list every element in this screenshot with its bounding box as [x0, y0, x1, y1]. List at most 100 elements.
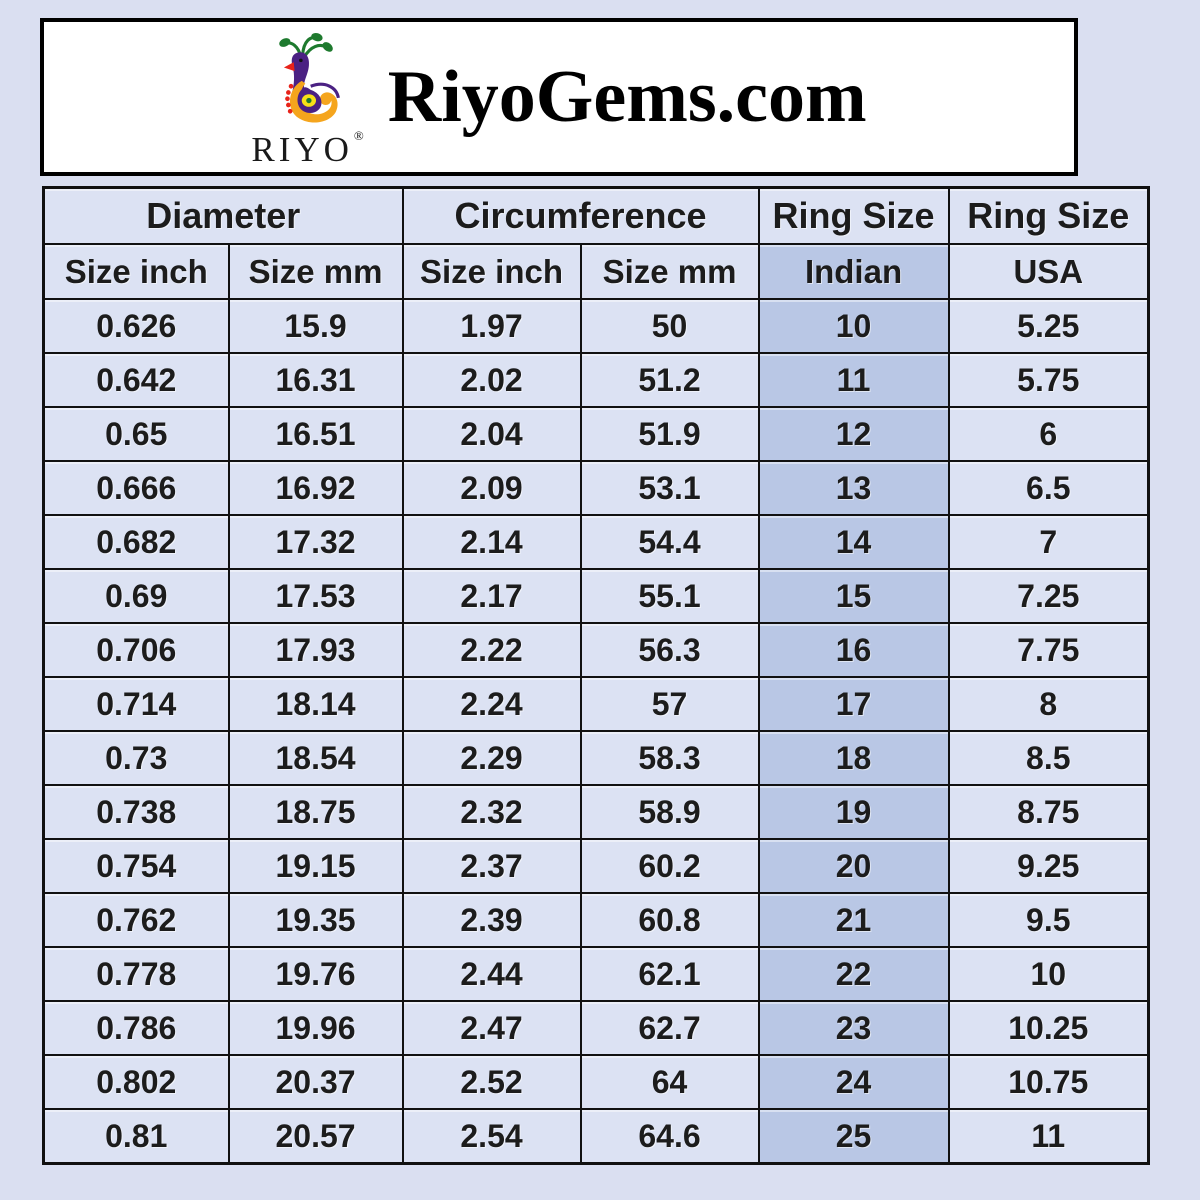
- logo-wordmark: RIYO ®: [251, 129, 363, 169]
- table-cell: 0.706: [42, 622, 230, 678]
- table-cell: 21: [757, 892, 950, 948]
- table-cell: 5.25: [947, 298, 1150, 354]
- site-title: RiyoGems.com: [387, 55, 867, 138]
- sub-header-row: Size inch Size mm Size inch Size mm Indi…: [42, 243, 1150, 300]
- table-cell: 10.75: [947, 1054, 1150, 1110]
- table-row: 0.786 19.96 2.47 62.7 23 10.25: [42, 1000, 1150, 1056]
- table-cell: 2.17: [401, 568, 582, 624]
- sub-header-circumference-inch: Size inch: [401, 243, 582, 300]
- table-row: 0.706 17.93 2.22 56.3 16 7.75: [42, 622, 1150, 678]
- table-cell: 0.642: [42, 352, 230, 408]
- table-cell: 54.4: [579, 514, 760, 570]
- table-row: 0.81 20.57 2.54 64.6 25 11: [42, 1108, 1150, 1165]
- table-cell: 7.75: [947, 622, 1150, 678]
- group-header-row: Diameter Circumference Ring Size Ring Si…: [42, 186, 1150, 245]
- table-body: 0.626 15.9 1.97 50 10 5.25 0.642 16.31 2.02 51.2 1…: [42, 298, 1150, 1165]
- table-cell: 19.76: [227, 946, 404, 1002]
- group-header-ring-size-indian: Ring Size: [757, 186, 950, 245]
- sub-header-diameter-inch: Size inch: [42, 243, 230, 300]
- table-cell: 9.5: [947, 892, 1150, 948]
- group-header-diameter: Diameter: [42, 186, 404, 245]
- brand-logo: RIYO ®: [251, 30, 364, 169]
- table-row: 0.666 16.92 2.09 53.1 13 6.5: [42, 460, 1150, 516]
- table-cell: 0.682: [42, 514, 230, 570]
- table-cell: 19.96: [227, 1000, 404, 1056]
- table-row: 0.778 19.76 2.44 62.1 22 10: [42, 946, 1150, 1002]
- table-cell: 0.754: [42, 838, 230, 894]
- table-cell: 8: [947, 676, 1150, 732]
- table-cell: 6.5: [947, 460, 1150, 516]
- group-header-circumference: Circumference: [401, 186, 760, 245]
- table-cell: 53.1: [579, 460, 760, 516]
- table-cell: 64.6: [579, 1108, 760, 1165]
- table-cell: 24: [757, 1054, 950, 1110]
- table-cell: 0.626: [42, 298, 230, 354]
- sub-header-usa: USA: [947, 243, 1150, 300]
- table-cell: 15.9: [227, 298, 404, 354]
- table-cell: 5.75: [947, 352, 1150, 408]
- table-cell: 2.37: [401, 838, 582, 894]
- table-cell: 10.25: [947, 1000, 1150, 1056]
- table-cell: 2.39: [401, 892, 582, 948]
- sub-header-indian: Indian: [757, 243, 950, 300]
- table-cell: 0.778: [42, 946, 230, 1002]
- table-cell: 17: [757, 676, 950, 732]
- logo-wordmark-text: RIYO: [251, 129, 353, 169]
- table-cell: 19: [757, 784, 950, 840]
- table-cell: 2.24: [401, 676, 582, 732]
- table-cell: 25: [757, 1108, 950, 1165]
- table-cell: 0.762: [42, 892, 230, 948]
- table-cell: 23: [757, 1000, 950, 1056]
- table-cell: 16: [757, 622, 950, 678]
- table-cell: 18.14: [227, 676, 404, 732]
- table-cell: 2.04: [401, 406, 582, 462]
- table-row: 0.682 17.32 2.14 54.4 14 7: [42, 514, 1150, 570]
- table-cell: 18.54: [227, 730, 404, 786]
- table-cell: 0.65: [42, 406, 230, 462]
- table-cell: 2.09: [401, 460, 582, 516]
- table-cell: 1.97: [401, 298, 582, 354]
- table-cell: 2.22: [401, 622, 582, 678]
- table-cell: 60.8: [579, 892, 760, 948]
- table-cell: 19.15: [227, 838, 404, 894]
- table-cell: 2.29: [401, 730, 582, 786]
- table-cell: 50: [579, 298, 760, 354]
- table-cell: 0.81: [42, 1108, 230, 1165]
- table-cell: 0.714: [42, 676, 230, 732]
- table-cell: 20.37: [227, 1054, 404, 1110]
- table-cell: 2.47: [401, 1000, 582, 1056]
- table-row: 0.65 16.51 2.04 51.9 12 6: [42, 406, 1150, 462]
- table-cell: 20.57: [227, 1108, 404, 1165]
- table-cell: 55.1: [579, 568, 760, 624]
- table-row: 0.73 18.54 2.29 58.3 18 8.5: [42, 730, 1150, 786]
- table-cell: 8.75: [947, 784, 1150, 840]
- table-cell: 10: [757, 298, 950, 354]
- table-row: 0.69 17.53 2.17 55.1 15 7.25: [42, 568, 1150, 624]
- table-cell: 51.2: [579, 352, 760, 408]
- sub-header-circumference-mm: Size mm: [579, 243, 760, 300]
- table-cell: 0.69: [42, 568, 230, 624]
- table-cell: 0.666: [42, 460, 230, 516]
- table-cell: 18.75: [227, 784, 404, 840]
- table-cell: 2.14: [401, 514, 582, 570]
- table-row: 0.642 16.31 2.02 51.2 11 5.75: [42, 352, 1150, 408]
- peacock-icon: [278, 32, 340, 123]
- table-cell: 64: [579, 1054, 760, 1110]
- table-row: 0.714 18.14 2.24 57 17 8: [42, 676, 1150, 732]
- group-header-ring-size-usa: Ring Size: [947, 186, 1150, 245]
- table-cell: 16.92: [227, 460, 404, 516]
- table-cell: 6: [947, 406, 1150, 462]
- table-cell: 58.9: [579, 784, 760, 840]
- table-cell: 17.93: [227, 622, 404, 678]
- sub-header-diameter-mm: Size mm: [227, 243, 404, 300]
- table-row: 0.754 19.15 2.37 60.2 20 9.25: [42, 838, 1150, 894]
- table-cell: 2.32: [401, 784, 582, 840]
- table-cell: 2.02: [401, 352, 582, 408]
- table-row: 0.802 20.37 2.52 64 24 10.75: [42, 1054, 1150, 1110]
- table-cell: 2.52: [401, 1054, 582, 1110]
- table-cell: 18: [757, 730, 950, 786]
- table-cell: 16.51: [227, 406, 404, 462]
- table-cell: 62.7: [579, 1000, 760, 1056]
- table-cell: 11: [757, 352, 950, 408]
- brand-header: RIYO ® RiyoGems.com: [40, 18, 1078, 176]
